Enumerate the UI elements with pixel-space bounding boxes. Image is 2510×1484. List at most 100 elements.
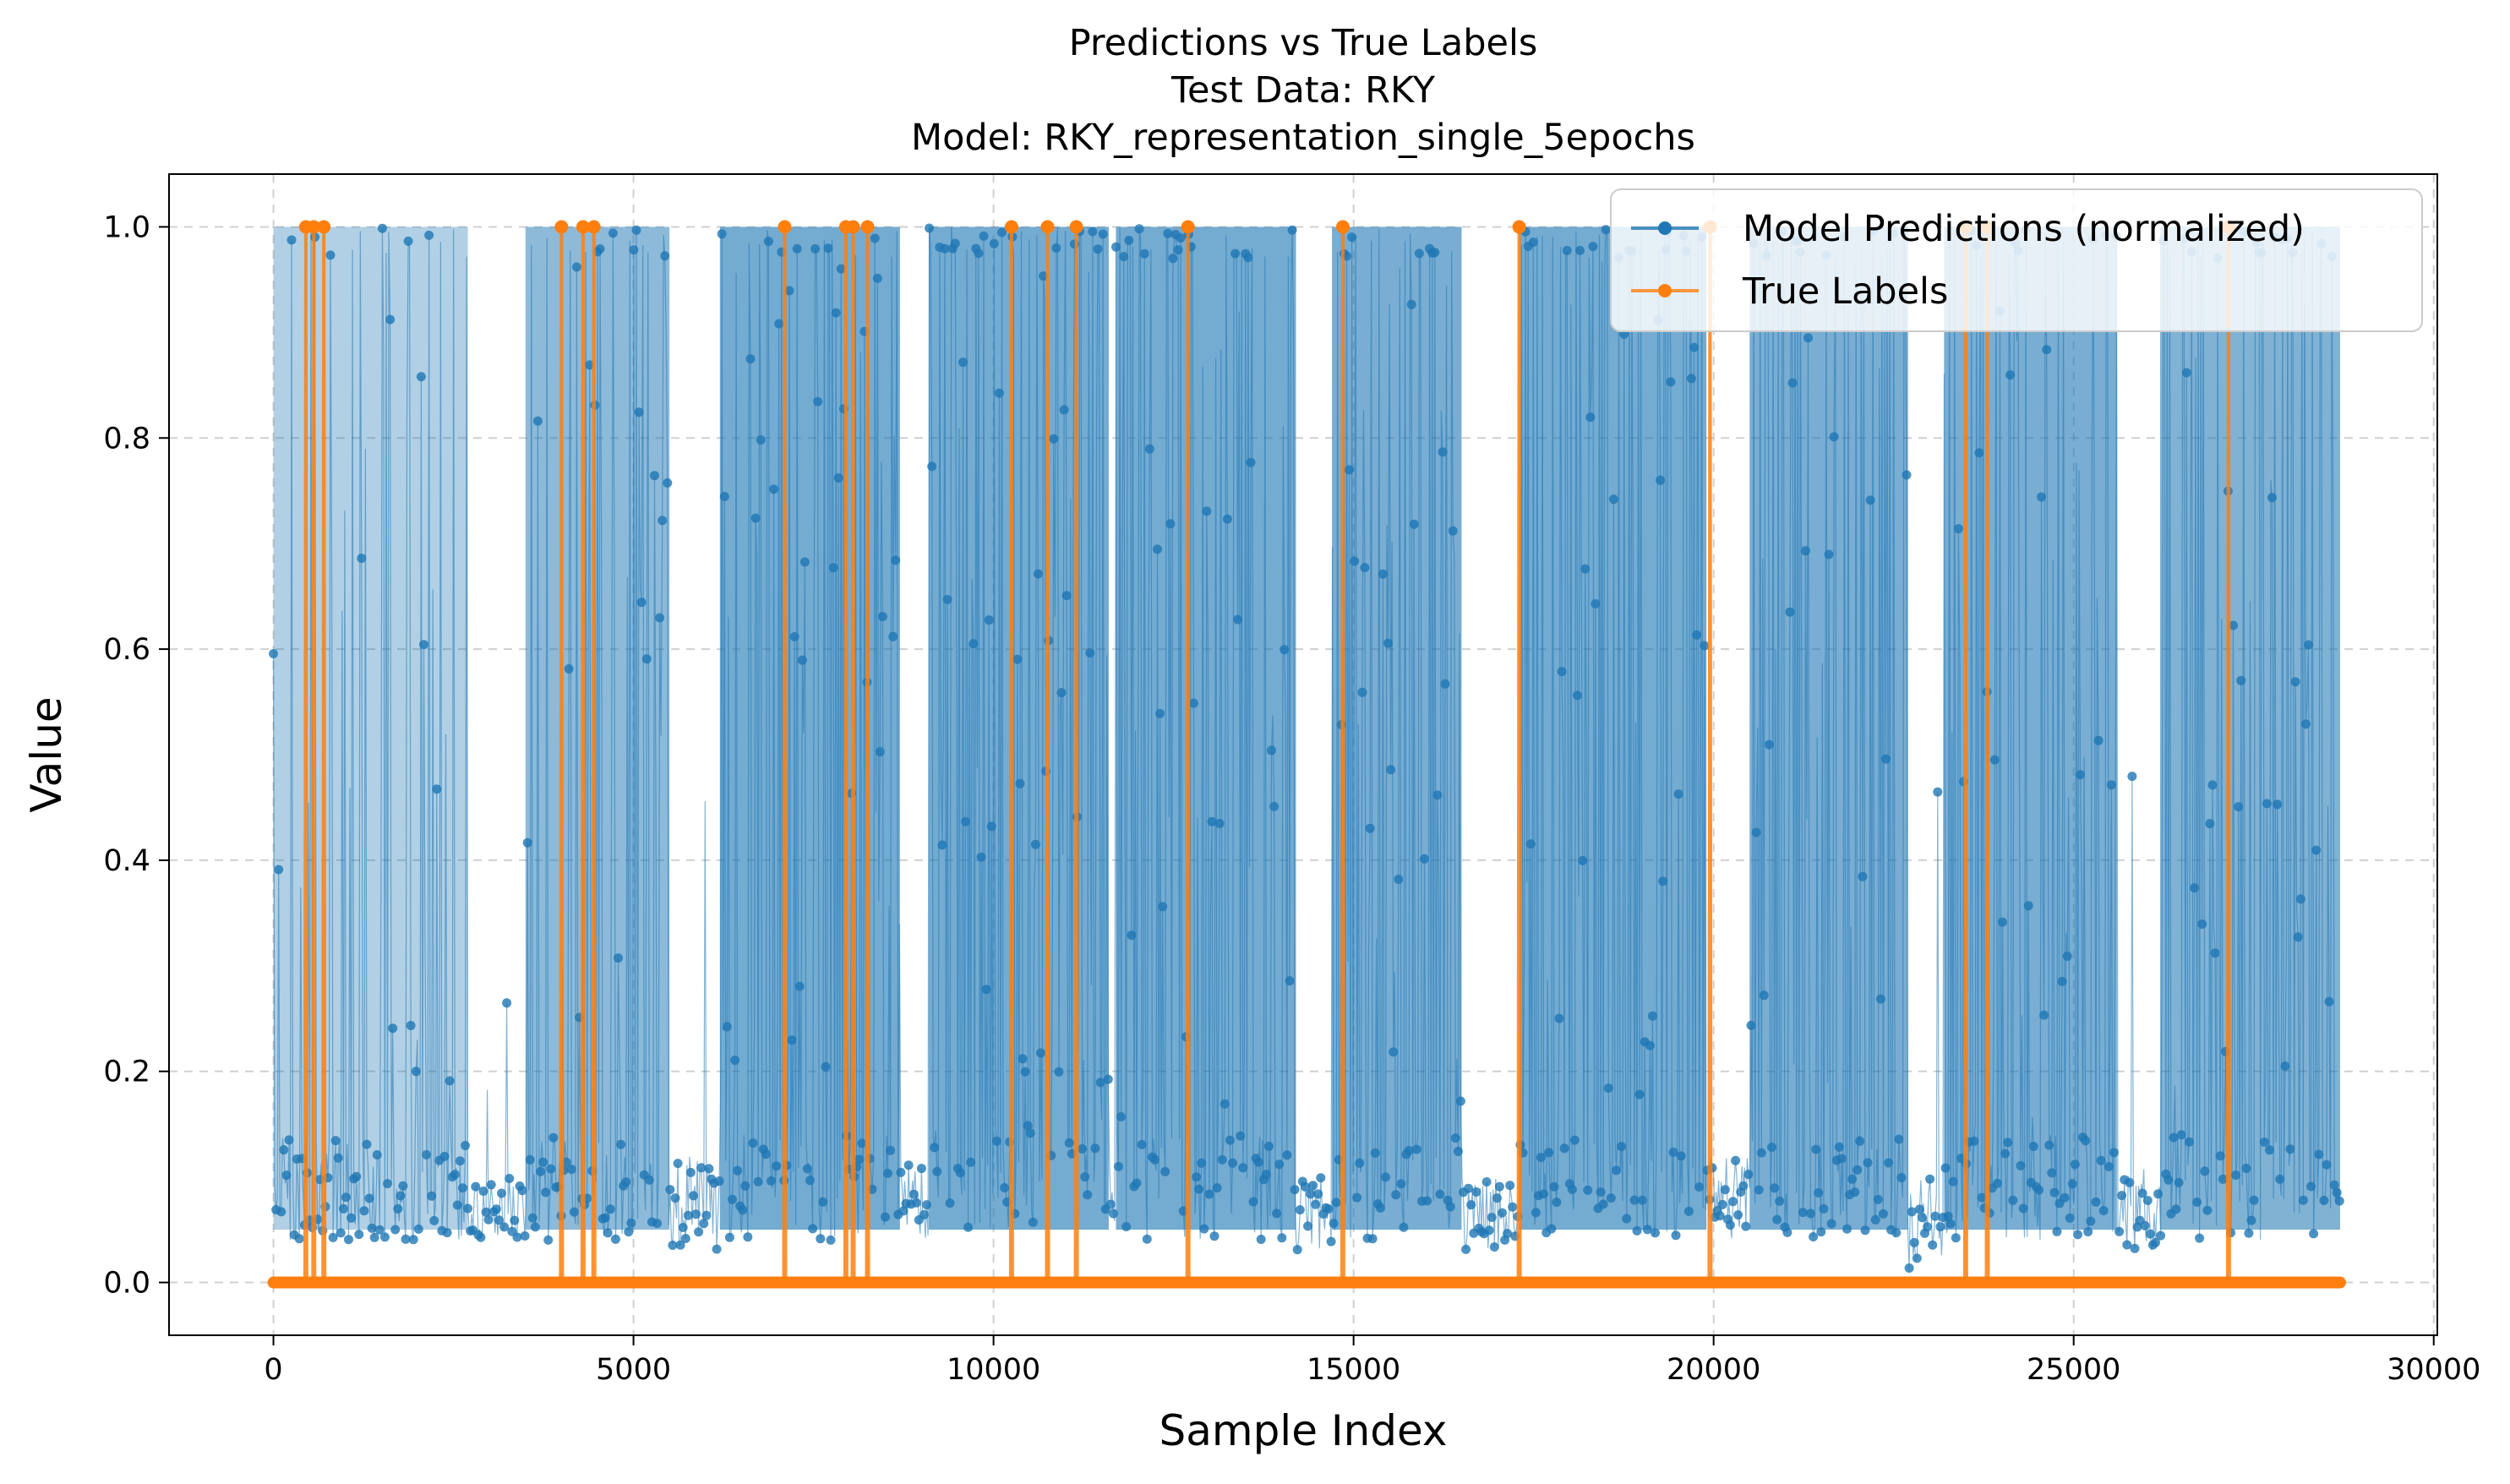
prediction-point bbox=[1746, 1020, 1756, 1030]
prediction-point bbox=[1683, 1206, 1694, 1216]
prediction-point bbox=[538, 1157, 548, 1167]
prediction-point bbox=[930, 1143, 940, 1153]
prediction-point bbox=[571, 262, 581, 272]
y-tick-label: 1.0 bbox=[103, 210, 150, 244]
prediction-point bbox=[660, 251, 670, 261]
prediction-point bbox=[1503, 1229, 1513, 1239]
y-tick-label: 0.2 bbox=[103, 1056, 150, 1089]
prediction-point bbox=[1098, 229, 1108, 239]
prediction-point bbox=[1494, 1181, 1504, 1192]
prediction-point bbox=[940, 243, 950, 254]
prediction-point bbox=[1466, 1200, 1476, 1210]
prediction-point bbox=[1225, 1135, 1235, 1145]
prediction-point bbox=[2018, 1203, 2028, 1214]
prediction-point bbox=[963, 1222, 974, 1232]
prediction-point bbox=[1248, 1197, 1258, 1207]
prediction-point bbox=[2098, 1206, 2109, 1216]
prediction-point bbox=[1923, 1222, 1933, 1232]
y-axis: 0.0 0.2 0.4 0.6 0.8 1.0 bbox=[103, 210, 169, 1301]
prediction-point bbox=[966, 1157, 976, 1167]
prediction-point bbox=[1928, 1240, 1938, 1250]
prediction-point bbox=[1064, 1138, 1074, 1148]
prediction-point bbox=[802, 1164, 812, 1174]
prediction-point bbox=[546, 1164, 556, 1174]
prediction-point bbox=[831, 308, 841, 318]
prediction-point bbox=[605, 1204, 615, 1214]
prediction-point bbox=[2062, 952, 2072, 961]
prediction-point bbox=[891, 555, 901, 565]
prediction-point bbox=[1873, 1194, 1883, 1204]
prediction-point bbox=[1498, 1208, 1507, 1218]
prediction-point bbox=[2205, 819, 2215, 829]
prediction-point bbox=[281, 1170, 292, 1181]
prediction-point bbox=[1220, 1099, 1230, 1109]
prediction-point bbox=[1943, 1211, 1953, 1221]
prediction-point bbox=[2130, 1243, 2140, 1253]
prediction-point bbox=[1370, 1148, 1380, 1158]
prediction-point bbox=[699, 1219, 709, 1229]
prediction-point bbox=[2210, 948, 2220, 958]
prediction-point bbox=[1785, 607, 1795, 617]
prediction-point bbox=[738, 1205, 748, 1215]
prediction-point bbox=[2003, 1138, 2013, 1148]
prediction-point bbox=[1948, 1176, 1958, 1187]
prediction-point bbox=[2016, 1160, 2026, 1170]
prediction-point bbox=[1904, 1263, 1914, 1273]
prediction-point bbox=[1313, 1189, 1323, 1199]
prediction-point bbox=[1720, 1185, 1730, 1195]
prediction-point bbox=[452, 1200, 462, 1210]
prediction-point bbox=[1287, 225, 1297, 235]
prediction-point bbox=[1030, 839, 1040, 849]
prediction-point bbox=[2091, 1197, 2101, 1207]
prediction-point bbox=[886, 1145, 896, 1155]
prediction-point bbox=[1870, 1214, 1880, 1225]
prediction-point bbox=[499, 1222, 510, 1232]
prediction-point bbox=[1902, 470, 1912, 480]
prediction-point bbox=[1632, 1225, 1642, 1236]
prediction-point bbox=[1896, 1173, 1907, 1182]
prediction-point bbox=[2000, 1148, 2011, 1159]
prediction-point bbox=[2174, 1177, 2184, 1187]
prediction-point bbox=[1367, 1234, 1378, 1244]
prediction-point bbox=[1852, 1165, 1863, 1175]
prediction-point bbox=[2229, 620, 2238, 630]
prediction-point bbox=[794, 981, 805, 991]
prediction-point bbox=[919, 1209, 929, 1219]
prediction-point bbox=[1357, 687, 1367, 697]
prediction-point bbox=[352, 1171, 362, 1181]
prediction-point bbox=[2293, 932, 2303, 942]
x-tick-label: 25000 bbox=[2027, 1353, 2120, 1387]
prediction-point bbox=[1059, 405, 1069, 415]
prediction-point bbox=[854, 1154, 865, 1165]
prediction-point bbox=[1865, 495, 1875, 505]
prediction-point bbox=[1850, 1187, 1860, 1198]
prediction-point bbox=[813, 396, 823, 406]
prediction-point bbox=[1588, 242, 1598, 252]
prediction-point bbox=[525, 1154, 535, 1165]
prediction-point bbox=[1039, 271, 1049, 281]
prediction-point bbox=[1894, 1134, 1904, 1144]
prediction-point bbox=[1471, 1187, 1481, 1197]
prediction-point bbox=[1217, 1154, 1227, 1165]
prediction-point bbox=[1629, 1195, 1640, 1205]
prediction-point bbox=[2244, 1228, 2254, 1238]
prediction-point bbox=[536, 1166, 545, 1176]
prediction-point bbox=[2034, 1185, 2043, 1195]
prediction-point bbox=[1891, 1228, 1902, 1238]
prediction-point bbox=[937, 840, 947, 850]
prediction-point bbox=[958, 357, 968, 368]
prediction-point bbox=[1263, 1141, 1274, 1151]
prediction-point bbox=[344, 1235, 353, 1245]
prediction-point bbox=[2176, 1130, 2186, 1140]
prediction-point bbox=[1155, 708, 1165, 718]
prediction-point bbox=[1772, 1214, 1782, 1225]
prediction-point bbox=[1381, 1172, 1390, 1182]
prediction-point bbox=[1608, 494, 1618, 505]
prediction-point bbox=[1391, 1190, 1401, 1200]
prediction-point bbox=[685, 1167, 696, 1177]
prediction-point bbox=[1420, 854, 1429, 864]
prediction-point bbox=[1347, 232, 1357, 243]
legend-marker-predictions bbox=[1658, 221, 1672, 235]
prediction-point bbox=[2246, 1215, 2256, 1225]
